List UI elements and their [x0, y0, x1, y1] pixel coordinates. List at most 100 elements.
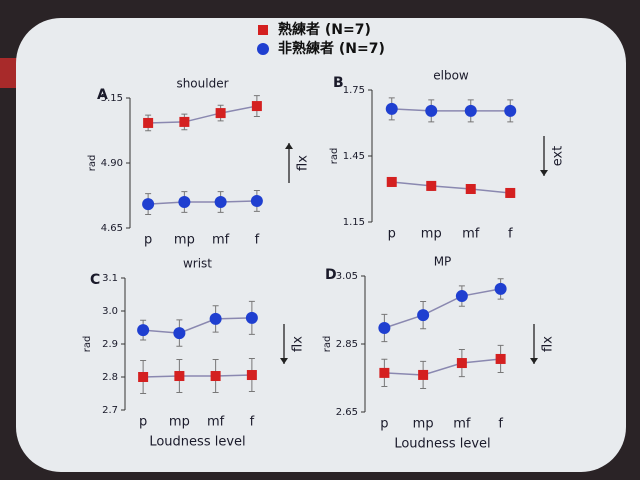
y-tick-label: 2.7 [102, 405, 118, 416]
y-tick-label: 3.05 [336, 271, 358, 282]
panel-label: A [97, 87, 108, 103]
marker [418, 369, 429, 380]
y-tick-label: 1.15 [343, 217, 365, 228]
marker [495, 353, 506, 364]
y-tick-label: 1.75 [343, 85, 365, 96]
x-tick-label: f [498, 417, 503, 432]
y-axis-label: rad [322, 336, 333, 353]
x-tick-label: p [380, 417, 388, 432]
series-line [391, 108, 511, 112]
marker [505, 187, 516, 198]
annotation: flx [541, 336, 556, 352]
series-line [143, 317, 252, 334]
y-axis-label: rad [329, 148, 340, 165]
x-tick-label: p [388, 227, 396, 242]
marker [250, 194, 263, 207]
series-line [384, 358, 501, 376]
marker [464, 104, 477, 117]
y-tick-label: 4.65 [101, 223, 123, 234]
marker [142, 198, 155, 211]
panel-title: MP [434, 255, 452, 269]
x-tick-label: mf [453, 417, 471, 432]
y-tick-label: 2.9 [102, 339, 118, 350]
series-line [148, 200, 257, 205]
marker [456, 358, 467, 369]
x-tick-label: mp [413, 417, 434, 432]
panel-title: elbow [433, 69, 469, 83]
marker [215, 108, 226, 119]
marker [378, 322, 391, 335]
x-tick-label: mp [169, 415, 190, 430]
marker [179, 116, 190, 127]
slide [16, 18, 626, 472]
y-tick-label: 1.45 [343, 151, 365, 162]
x-axis-label: Loudness level [394, 437, 490, 452]
marker [425, 104, 438, 117]
legend-label: 熟練者 (N=7) [278, 21, 371, 38]
annotation: flx [296, 155, 311, 171]
annotation: ext [551, 146, 566, 167]
y-axis-label: rad [87, 155, 98, 172]
arrow-head [280, 358, 288, 364]
series-line [391, 181, 511, 194]
arrow-head [285, 143, 293, 149]
series-line [143, 374, 252, 378]
y-tick-label: 2.85 [336, 339, 358, 350]
marker [246, 370, 257, 381]
arrow-head [530, 358, 538, 364]
y-tick-label: 4.90 [101, 158, 123, 169]
marker [138, 372, 149, 382]
panel: D MP rad 2.65 2.85 3.05 p mp mf f Loudness level fl… [322, 255, 556, 452]
marker [251, 101, 262, 112]
x-tick-label: f [508, 227, 513, 242]
legend-label: 非熟練者 (N=7) [278, 40, 385, 57]
y-axis-label: rad [82, 336, 93, 353]
marker [257, 43, 269, 55]
arrow-head [540, 170, 548, 176]
x-tick-label: f [250, 415, 255, 430]
y-tick-label: 2.65 [336, 407, 358, 418]
y-tick-label: 3.1 [102, 273, 118, 284]
marker [210, 371, 221, 382]
x-tick-label: mf [207, 415, 225, 430]
x-tick-label: p [144, 233, 152, 248]
marker [173, 327, 186, 340]
panel-label: D [325, 267, 337, 283]
panel-label: B [333, 75, 344, 91]
x-tick-label: mf [462, 227, 480, 242]
series-line [384, 288, 501, 329]
marker [209, 312, 222, 325]
x-tick-label: f [255, 233, 260, 248]
legend: 熟練者 (N=7) 非熟練者 (N=7) [257, 21, 385, 57]
marker [143, 117, 154, 128]
x-tick-label: mp [174, 233, 195, 248]
y-tick-label: 5.15 [101, 93, 123, 104]
marker [379, 367, 390, 378]
marker [214, 196, 227, 208]
annotation: flx [291, 336, 306, 352]
panel-title: shoulder [176, 77, 228, 91]
series-line [148, 105, 258, 124]
marker [178, 196, 191, 208]
marker [386, 176, 397, 187]
marker [174, 371, 185, 382]
panel-title: wrist [183, 257, 212, 271]
y-tick-label: 2.8 [102, 372, 118, 383]
marker [455, 290, 468, 303]
x-axis-label: Loudness level [149, 435, 245, 450]
marker [504, 104, 517, 117]
x-tick-label: mp [421, 227, 442, 242]
marker [494, 282, 507, 295]
x-tick-label: p [139, 415, 147, 430]
marker [137, 324, 150, 337]
y-tick-label: 3.0 [102, 306, 118, 317]
marker [245, 311, 258, 324]
marker [465, 184, 476, 194]
marker [258, 25, 268, 35]
marker [417, 309, 430, 322]
